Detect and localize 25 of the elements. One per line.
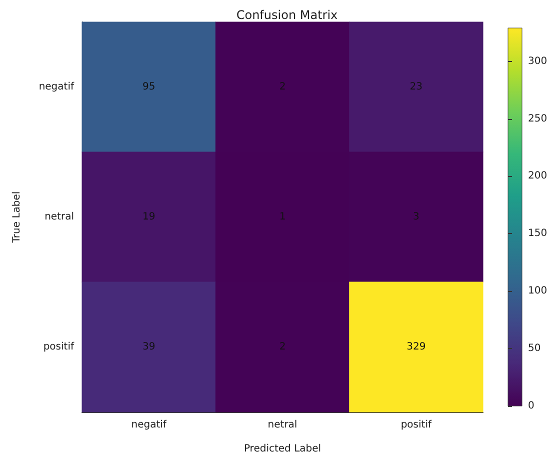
x-axis-title: Predicted Label <box>244 444 322 454</box>
y-tick-label: negatif <box>38 82 74 92</box>
data-label: 2 <box>279 342 286 352</box>
y-tick-label: netral <box>44 212 74 222</box>
data-label: 19 <box>142 212 156 222</box>
color-bar-label: 100 <box>528 286 548 297</box>
color-bar-label: 0 <box>528 400 534 412</box>
x-tick-label: negatif <box>131 420 167 430</box>
color-bar-label: 50 <box>528 343 541 354</box>
x-tick-label: positif <box>400 420 432 430</box>
x-tick-label: netral <box>268 420 298 430</box>
data-label: 39 <box>142 342 156 352</box>
y-axis-title: True Label <box>12 191 22 244</box>
data-label: 1 <box>279 212 286 222</box>
data-label: 3 <box>412 212 420 222</box>
data-label: 329 <box>406 342 426 352</box>
color-bar-label: 150 <box>528 228 548 240</box>
data-label: 23 <box>410 82 423 92</box>
color-bar-label: 250 <box>528 113 548 124</box>
data-label: 95 <box>142 82 156 92</box>
y-tick-label: positif <box>43 342 74 352</box>
color-bar-label: 200 <box>528 170 548 182</box>
color-bar-label: 300 <box>528 56 548 67</box>
chart-title: Confusion Matrix <box>236 8 338 22</box>
data-label: 2 <box>279 82 286 92</box>
